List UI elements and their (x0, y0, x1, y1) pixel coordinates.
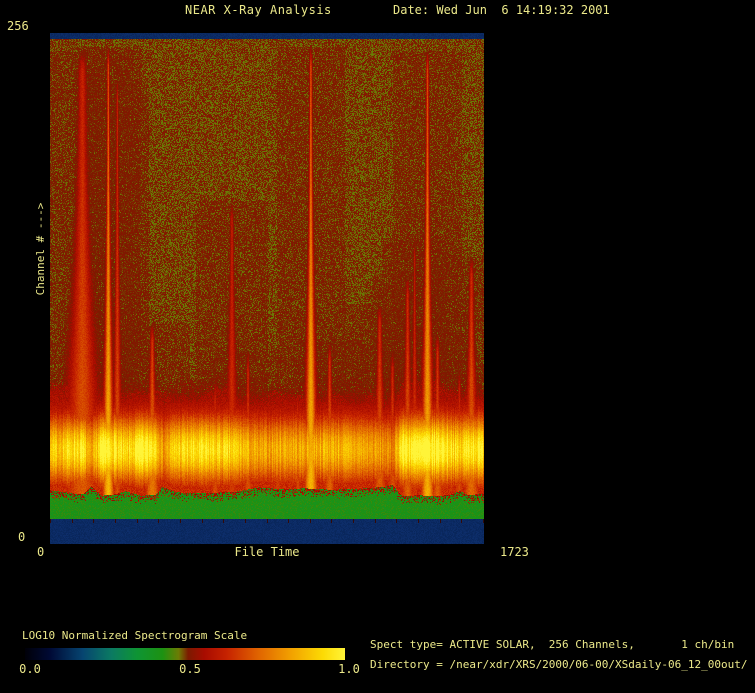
y-axis-min-label: 0 (18, 530, 26, 544)
spect-type-line: Spect type= ACTIVE SOLAR, 256 Channels, … (370, 638, 735, 651)
colorbar-gradient (25, 648, 345, 660)
y-axis-title: Channel # ---> (34, 202, 47, 296)
page-title: NEAR X-Ray Analysis (185, 3, 332, 17)
x-axis-max-label: 1723 (500, 545, 529, 559)
colorbar-tick-2: 1.0 (338, 662, 360, 676)
x-axis-title: File Time (234, 545, 300, 559)
directory-line: Directory = /near/xdr/XRS/2000/06-00/XSd… (370, 658, 748, 671)
y-axis-max-label: 256 (7, 19, 29, 33)
date-label: Date: Wed Jun 6 14:19:32 2001 (393, 3, 610, 17)
spectrogram-canvas (50, 33, 484, 544)
colorbar-label: LOG10 Normalized Spectrogram Scale (22, 629, 248, 642)
colorbar-tick-0: 0.0 (19, 662, 41, 676)
x-axis-min-label: 0 (37, 545, 45, 559)
colorbar-tick-1: 0.5 (179, 662, 201, 676)
